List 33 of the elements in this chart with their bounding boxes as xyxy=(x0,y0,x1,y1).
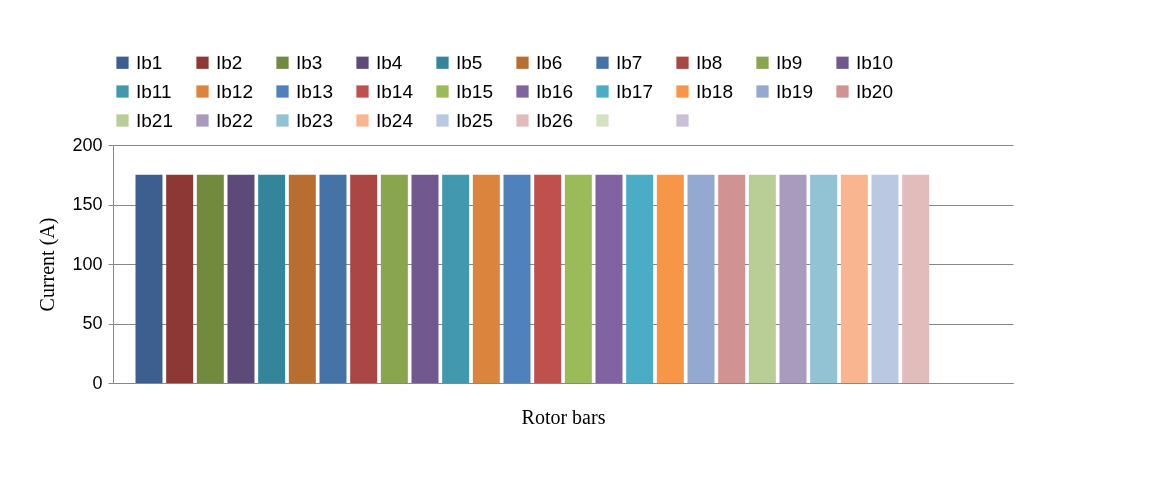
legend-label: Ib13 xyxy=(296,80,333,102)
legend-label: Ib11 xyxy=(136,80,172,102)
legend-label: Ib3 xyxy=(296,51,323,73)
legend-label: Ib7 xyxy=(616,51,643,73)
legend-label: Ib2 xyxy=(216,51,243,73)
y-tick-label: 150 xyxy=(72,194,103,214)
y-axis-title: Current (A) xyxy=(36,217,60,312)
legend-label: Ib4 xyxy=(376,51,403,73)
y-tick-label: 100 xyxy=(72,253,103,274)
legend-label: Ib24 xyxy=(376,109,414,131)
legend-label: Ib20 xyxy=(856,80,893,102)
legend-label: Ib15 xyxy=(456,80,493,102)
legend-label: Ib5 xyxy=(456,51,483,73)
y-tick-label: 0 xyxy=(92,372,103,393)
legend-label: Ib18 xyxy=(696,80,733,102)
legend-label: Ib21 xyxy=(136,109,173,131)
x-axis-title: Rotor bars xyxy=(521,405,606,428)
legend-label: Ib12 xyxy=(216,80,253,102)
legend-label: Ib14 xyxy=(376,80,414,102)
legend-label: Ib19 xyxy=(776,80,813,102)
legend-label: Ib26 xyxy=(536,109,573,131)
legend-label: Ib9 xyxy=(776,51,803,73)
y-tick-label: 50 xyxy=(82,313,103,333)
legend-label: Ib25 xyxy=(456,109,493,131)
legend-label: Ib10 xyxy=(856,51,893,73)
y-tick-label: 200 xyxy=(72,134,103,155)
legend-label: Ib16 xyxy=(536,80,573,102)
legend-label: Ib6 xyxy=(536,51,563,73)
legend-label: Ib1 xyxy=(136,51,163,73)
legend-label: Ib22 xyxy=(216,109,253,131)
legend-label: Ib23 xyxy=(296,109,333,131)
legend-label: Ib17 xyxy=(616,80,653,102)
legend-label: Ib8 xyxy=(696,51,723,73)
